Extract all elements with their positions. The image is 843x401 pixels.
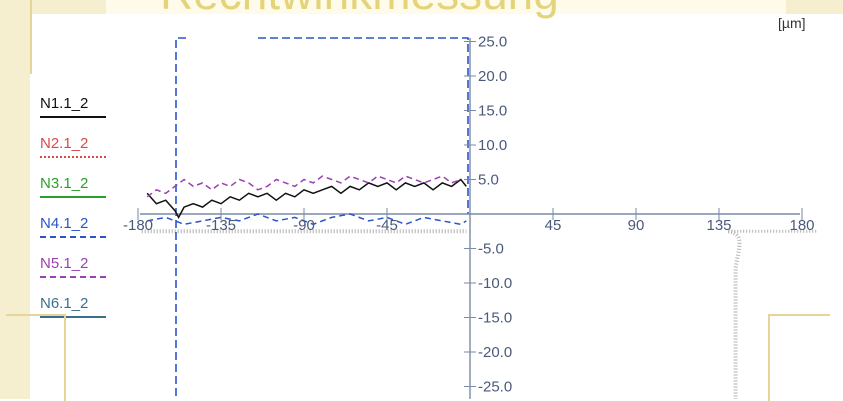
x-tick-label: -180 [123, 217, 153, 234]
y-tick-label: 5.0 [478, 172, 499, 189]
series-line-N4-1-2 [147, 213, 467, 226]
x-tick-label: 45 [545, 217, 562, 234]
legend-swatch [40, 156, 106, 158]
y-tick-label: 15.0 [478, 103, 507, 120]
legend-swatch [40, 196, 106, 198]
y-tick-label: -10.0 [478, 275, 512, 292]
legend-item: N2.1_2 [40, 135, 89, 152]
series-group [146, 175, 467, 226]
y-tick-label: 20.0 [478, 68, 507, 85]
decorative-border-left [0, 0, 30, 399]
title-strip [106, 0, 786, 14]
y-tick-label: 25.0 [478, 34, 507, 51]
x-tick-label: -45 [376, 217, 398, 234]
unit-label: [µm] [778, 15, 806, 31]
legend-item: N4.1_2 [40, 215, 89, 232]
y-tick-label: 10.0 [478, 137, 507, 154]
legend-swatch [40, 316, 106, 318]
decorative-corner-bottom-right [768, 314, 830, 401]
decorative-corner-bottom-left [6, 314, 66, 401]
page-title: Rechtwinkmessung [160, 0, 559, 20]
decorative-corner-top-left [6, 0, 32, 74]
legend-swatch [40, 116, 106, 118]
envelope-right-drop [727, 229, 742, 399]
boundary-top-right [258, 37, 469, 214]
legend-item: N5.1_2 [40, 255, 89, 272]
x-tick-label: -90 [293, 217, 315, 234]
legend-swatch [40, 276, 106, 278]
legend-item: N1.1_2 [40, 95, 89, 112]
legend-item: N6.1_2 [40, 295, 89, 312]
y-tick-label: -5.0 [478, 241, 504, 258]
boundary-left [175, 37, 186, 399]
dotted-envelope-group [141, 229, 817, 399]
tick-labels-group: -180 -135 -90 -45 45 90 135 180 25.0 20.0 15.0 10.0… [123, 34, 815, 396]
x-tick-label: 90 [628, 217, 645, 234]
y-tick-label: -25.0 [478, 379, 512, 396]
x-tick-label: 180 [789, 217, 814, 234]
legend-item: N3.1_2 [40, 175, 89, 192]
boundary-group [175, 37, 469, 399]
series-line-N5-1-2 [146, 175, 462, 198]
x-tick-label: 135 [706, 217, 731, 234]
y-tick-label: -15.0 [478, 310, 512, 327]
axes-group [140, 38, 800, 399]
series-line-N1-1-2 [146, 178, 467, 219]
x-tick-label: -135 [206, 217, 236, 234]
y-tick-label: -20.0 [478, 344, 512, 361]
legend-swatch [40, 236, 106, 238]
